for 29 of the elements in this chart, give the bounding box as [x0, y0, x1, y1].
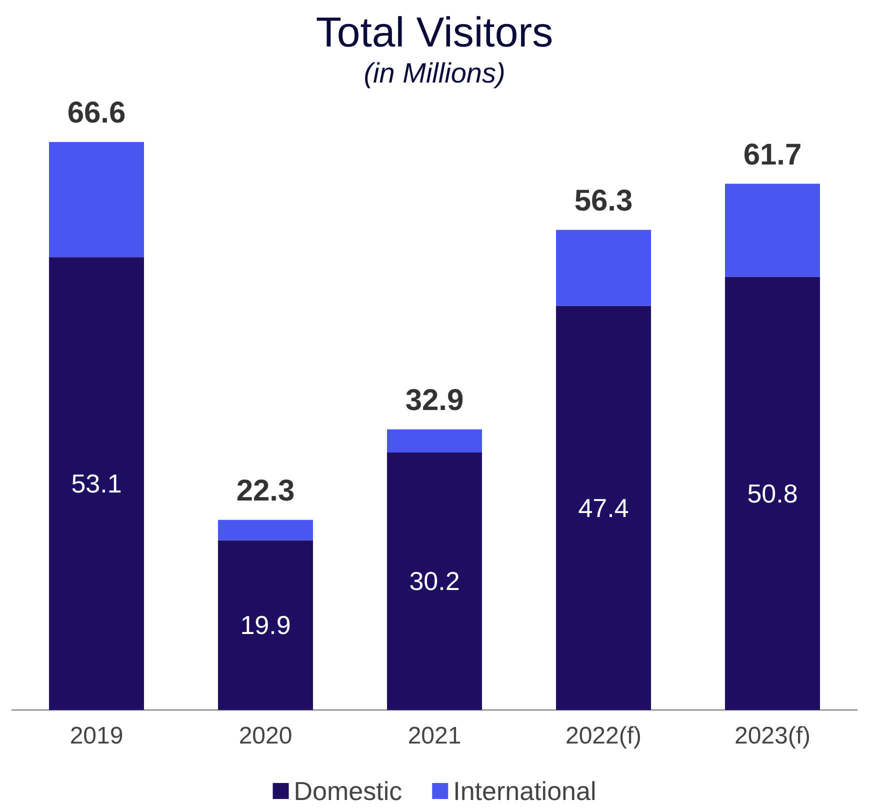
- data-label: 30.2: [409, 566, 460, 596]
- total-label: 56.3: [574, 184, 633, 218]
- bar: [387, 452, 482, 710]
- bar: [725, 276, 820, 710]
- bar: [725, 184, 820, 277]
- total-label: 61.7: [743, 138, 802, 172]
- bar: [556, 230, 651, 306]
- legend-label: International: [453, 776, 596, 806]
- total-label: 32.9: [405, 384, 464, 417]
- x-tick-label: 2020: [238, 722, 292, 750]
- legend-label: Domestic: [294, 776, 402, 806]
- x-tick-label: 2022(f): [565, 722, 642, 750]
- total-label: 66.6: [67, 96, 126, 130]
- x-tick-label: 2021: [408, 722, 462, 750]
- bar: [49, 257, 144, 710]
- bar: [49, 142, 144, 258]
- bar: [218, 520, 313, 540]
- bar: [556, 306, 651, 710]
- total-label: 22.3: [236, 474, 295, 508]
- chart-subtitle: (in Millions): [364, 58, 506, 88]
- data-label: 53.1: [71, 468, 122, 499]
- data-label: 47.4: [578, 492, 629, 523]
- bar: [218, 540, 313, 710]
- chart-title: Total Visitors: [316, 8, 554, 56]
- data-label: 50.8: [747, 478, 798, 508]
- x-tick-label: 2019: [70, 722, 124, 750]
- bar: [387, 429, 482, 452]
- x-tick-label: 2023(f): [734, 722, 811, 750]
- data-label: 19.9: [240, 610, 291, 640]
